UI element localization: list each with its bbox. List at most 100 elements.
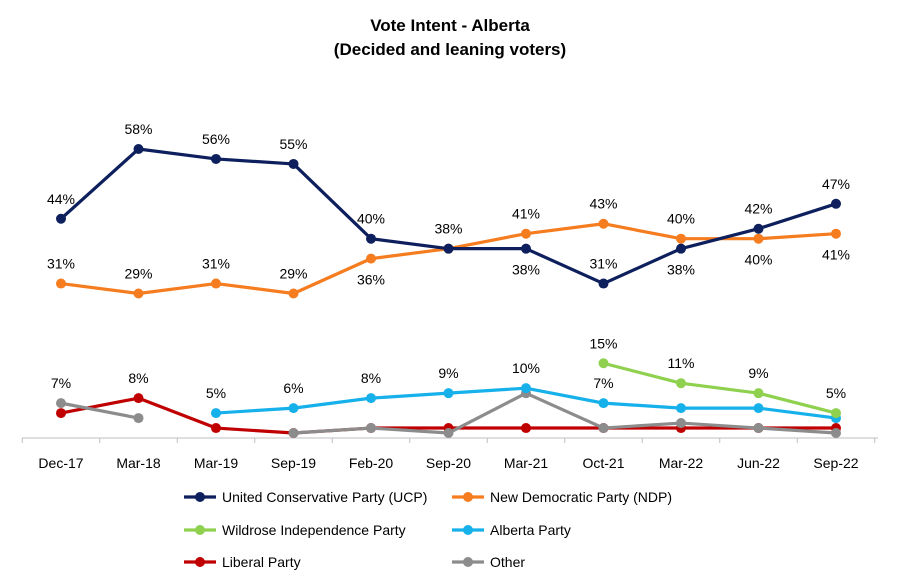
- data-point: [753, 233, 764, 244]
- data-point: [521, 228, 531, 239]
- data-label: 42%: [744, 201, 772, 217]
- data-point: [211, 278, 221, 289]
- data-label: 11%: [668, 355, 695, 371]
- data-label: 5%: [206, 385, 226, 401]
- data-point: [753, 223, 764, 234]
- data-label: 29%: [279, 266, 307, 282]
- data-point: [443, 428, 454, 439]
- data-point: [443, 243, 454, 254]
- data-point: [211, 153, 221, 164]
- x-tick-label: Mar-21: [504, 455, 549, 471]
- data-point: [753, 403, 764, 414]
- data-label: 38%: [512, 262, 540, 278]
- legend-label: Other: [490, 554, 525, 570]
- data-point: [753, 388, 764, 399]
- x-tick-label: Sep-22: [813, 455, 858, 471]
- chart-title: Vote Intent - Alberta: [370, 16, 530, 35]
- legend-label: Alberta Party: [490, 522, 571, 538]
- series-line: [603, 361, 837, 415]
- data-label: 43%: [589, 196, 617, 212]
- x-tick-label: Mar-19: [194, 455, 239, 471]
- data-point: [56, 213, 66, 224]
- data-point: [676, 243, 686, 254]
- data-label: 8%: [128, 370, 148, 386]
- data-point: [676, 403, 686, 414]
- data-point: [443, 388, 454, 399]
- data-point: [288, 288, 299, 299]
- data-point: [831, 198, 841, 209]
- data-label: 38%: [434, 221, 462, 237]
- series-line: [60, 391, 837, 435]
- data-label: 10%: [512, 360, 540, 376]
- data-label: 47%: [822, 176, 850, 192]
- legend-label: Liberal Party: [222, 554, 301, 570]
- legend-swatch-marker: [463, 557, 473, 567]
- data-label: 58%: [124, 121, 152, 137]
- data-point: [288, 428, 299, 439]
- x-tick-label: Mar-18: [116, 455, 161, 471]
- data-label: 40%: [744, 252, 772, 268]
- data-label: 44%: [47, 191, 75, 207]
- data-label: 31%: [47, 256, 75, 272]
- data-point: [598, 398, 609, 409]
- data-point: [288, 403, 299, 414]
- legend-swatch-marker: [195, 525, 205, 535]
- legend-label: New Democratic Party (NDP): [490, 489, 672, 505]
- x-tick-label: Jun-22: [737, 455, 780, 471]
- data-point: [521, 243, 531, 254]
- data-label: 40%: [667, 211, 695, 227]
- data-label: 41%: [822, 247, 850, 263]
- data-point: [753, 423, 764, 434]
- data-point: [598, 218, 609, 229]
- data-label: 5%: [826, 385, 846, 401]
- data-point: [133, 144, 144, 154]
- data-point: [676, 378, 686, 389]
- data-point: [598, 358, 609, 369]
- legend-swatch-marker: [195, 557, 205, 567]
- data-label: 9%: [438, 365, 458, 381]
- chart-subtitle: (Decided and leaning voters): [333, 40, 567, 59]
- x-tick-label: Oct-21: [582, 455, 624, 471]
- legend-swatch-marker: [463, 492, 473, 502]
- data-label: 36%: [357, 272, 385, 288]
- data-point: [831, 228, 841, 239]
- data-point: [133, 413, 144, 424]
- x-tick-label: Feb-20: [349, 455, 394, 471]
- data-label: 56%: [202, 131, 230, 147]
- data-label: 29%: [124, 266, 152, 282]
- series-line: [59, 147, 837, 286]
- data-point: [56, 398, 66, 409]
- data-label: 31%: [202, 256, 230, 272]
- data-point: [676, 233, 686, 244]
- data-point: [831, 428, 841, 439]
- x-tick-label: Dec-17: [38, 455, 83, 471]
- legend-swatch-marker: [463, 525, 473, 535]
- data-point: [366, 423, 376, 434]
- data-point: [366, 253, 376, 264]
- x-tick-label: Sep-20: [426, 455, 471, 471]
- data-point: [521, 383, 531, 394]
- data-point: [598, 423, 609, 434]
- data-point: [56, 278, 66, 289]
- data-point: [288, 158, 299, 169]
- data-label: 31%: [589, 256, 617, 272]
- data-point: [831, 408, 841, 419]
- x-tick-label: Mar-22: [659, 455, 704, 471]
- x-tick-label: Sep-19: [271, 455, 316, 471]
- data-point: [133, 288, 144, 299]
- data-label: 38%: [667, 262, 695, 278]
- data-point: [211, 408, 221, 419]
- data-label: 6%: [283, 380, 303, 396]
- legend-swatch-marker: [195, 492, 205, 502]
- legend-label: Wildrose Independence Party: [222, 522, 406, 538]
- data-label: 7%: [51, 375, 71, 391]
- data-point: [56, 408, 66, 419]
- data-point: [676, 418, 686, 429]
- data-point: [366, 393, 376, 404]
- data-point: [366, 233, 376, 244]
- data-label: 7%: [593, 375, 613, 391]
- data-label: 15%: [589, 335, 617, 351]
- data-point: [133, 393, 144, 404]
